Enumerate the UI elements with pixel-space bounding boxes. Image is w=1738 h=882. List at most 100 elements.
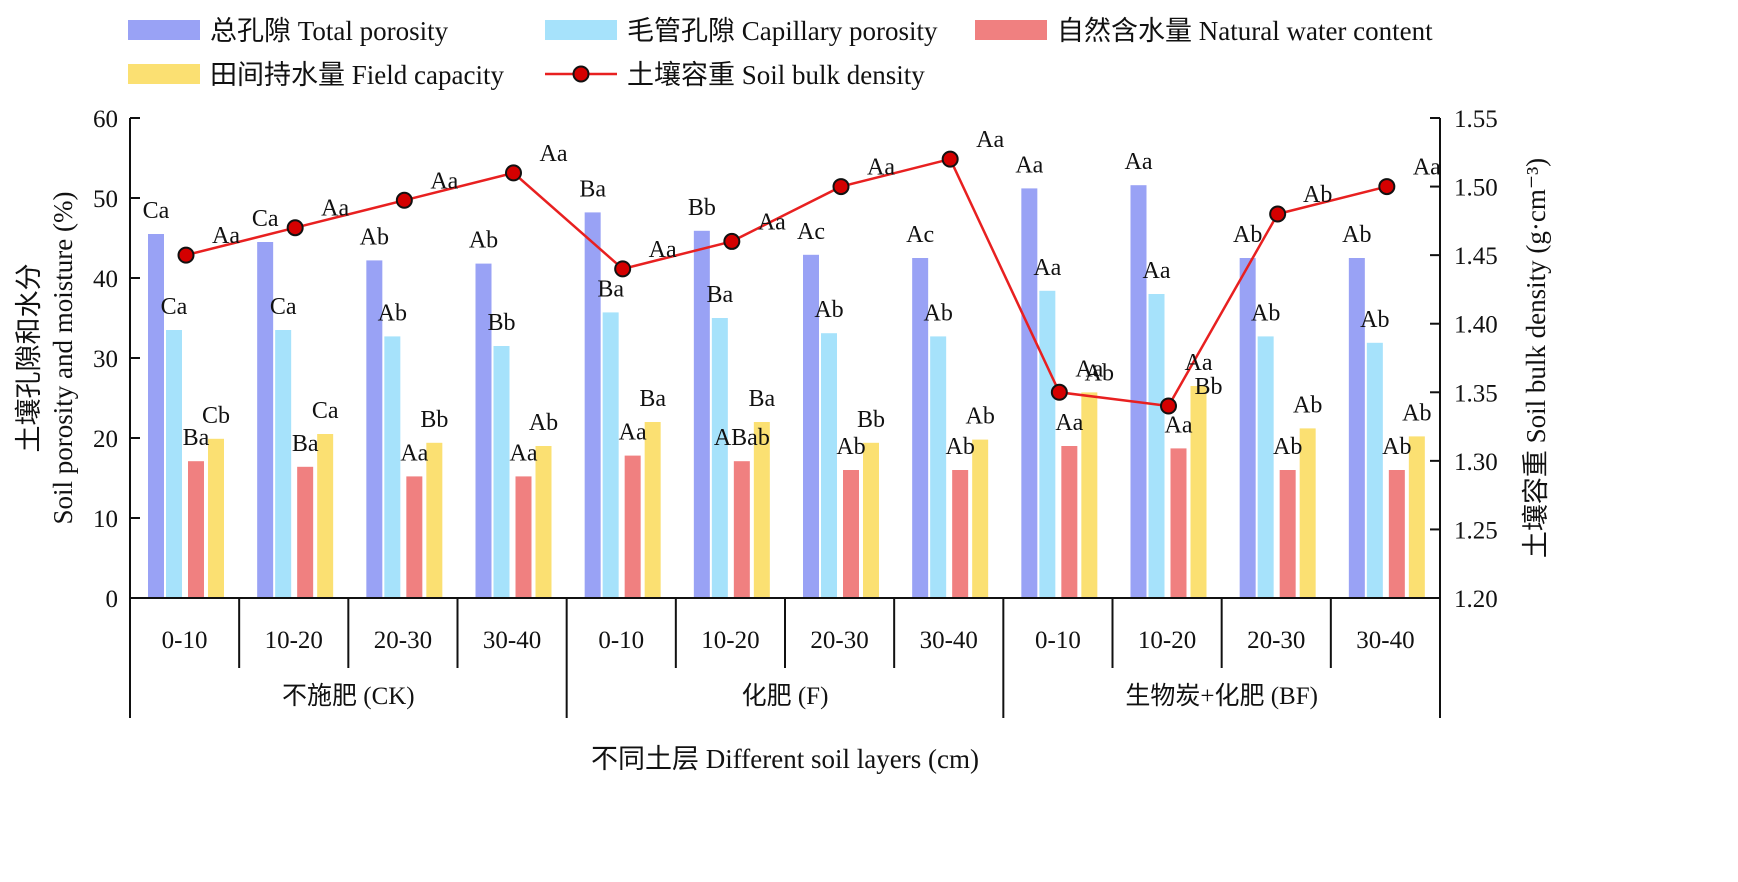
left-y-axis-title-en: Soil porosity and moisture (%) bbox=[48, 192, 78, 525]
sig-label-series0-cat1: Ca bbox=[252, 206, 279, 232]
bulk-density-label-6: Aa bbox=[867, 155, 895, 181]
bulk-density-label-11: Aa bbox=[1413, 155, 1441, 181]
category-label-6: 20-30 bbox=[810, 627, 868, 654]
right-tick-label-6: 1.50 bbox=[1454, 175, 1498, 202]
sig-label-series0-cat6: Ac bbox=[797, 219, 825, 245]
bar-series0-cat7 bbox=[912, 258, 929, 598]
bulk-density-point-4 bbox=[614, 260, 632, 278]
bar-series1-cat11 bbox=[1366, 342, 1383, 598]
sig-label-series0-cat8: Aa bbox=[1015, 152, 1043, 178]
legend-swatch-2 bbox=[975, 20, 1047, 40]
bulk-density-label-8: Ab bbox=[1085, 360, 1114, 386]
sig-label-series0-cat0: Ca bbox=[143, 198, 170, 224]
bars-layer bbox=[148, 185, 1425, 599]
left-tick-label-4: 40 bbox=[93, 266, 118, 293]
legend-label-2: 自然含水量 Natural water content bbox=[1057, 16, 1433, 46]
sig-label-series2-cat7: Ab bbox=[945, 434, 974, 460]
bar-series0-cat5 bbox=[693, 230, 710, 599]
right-tick-label-7: 1.55 bbox=[1454, 106, 1498, 133]
legend-swatch-1 bbox=[545, 20, 617, 40]
right-tick-label-4: 1.40 bbox=[1454, 312, 1498, 339]
sig-label-series0-cat7: Ac bbox=[906, 222, 934, 248]
bar-series3-cat9 bbox=[1190, 386, 1207, 598]
bar-series2-cat10 bbox=[1279, 470, 1296, 598]
sig-label-series0-cat9: Aa bbox=[1125, 149, 1153, 175]
axes-layer: 0 10 20 30 40 50 60 1.20 1.25 1.30 1.35 1.40 1.45 1.5… bbox=[93, 106, 1498, 718]
bulk-density-line bbox=[185, 157, 1388, 408]
bar-series3-cat1 bbox=[317, 434, 334, 598]
category-label-7: 30-40 bbox=[920, 627, 978, 654]
bar-series2-cat0 bbox=[188, 461, 204, 598]
sig-label-series0-cat3: Ab bbox=[469, 228, 498, 254]
bulk-density-line-layer bbox=[177, 150, 1396, 415]
bar-series0-cat1 bbox=[257, 242, 274, 598]
right-tick-label-3: 1.35 bbox=[1454, 380, 1498, 407]
sig-label-series3-cat5: Ba bbox=[748, 386, 775, 412]
category-label-1: 10-20 bbox=[265, 627, 323, 654]
bulk-density-point-11 bbox=[1378, 178, 1396, 196]
bar-series0-cat3 bbox=[475, 263, 492, 598]
bulk-density-point-0 bbox=[177, 246, 195, 264]
sig-label-series3-cat3: Ab bbox=[529, 410, 558, 436]
sig-label-series2-cat11: Ab bbox=[1382, 434, 1411, 460]
bar-series0-cat9 bbox=[1130, 185, 1147, 598]
sig-label-series2-cat5: ABab bbox=[714, 425, 770, 451]
category-label-8: 0-10 bbox=[1035, 627, 1081, 654]
x-axis-title: 不同土层 Different soil layers (cm) bbox=[591, 744, 979, 774]
bar-series3-cat3 bbox=[535, 446, 552, 598]
bulk-density-label-1: Aa bbox=[321, 196, 349, 222]
bulk-density-point-10 bbox=[1269, 205, 1287, 223]
bar-series1-cat8 bbox=[1039, 290, 1056, 598]
sig-label-series3-cat1: Ca bbox=[312, 398, 339, 424]
sig-label-series3-cat11: Ab bbox=[1402, 400, 1431, 426]
category-label-9: 10-20 bbox=[1138, 627, 1196, 654]
left-tick-label-1: 10 bbox=[93, 506, 118, 533]
legend-label-line: 土壤容重 Soil bulk density bbox=[627, 60, 925, 90]
bulk-density-point-8 bbox=[1050, 383, 1068, 401]
sig-label-series1-cat11: Ab bbox=[1360, 307, 1389, 333]
bar-series3-cat8 bbox=[1081, 392, 1098, 598]
group-label-2: 生物炭+化肥 (BF) bbox=[1125, 682, 1318, 710]
bar-series0-cat4 bbox=[584, 212, 601, 598]
bar-series3-cat4 bbox=[644, 422, 661, 598]
sig-label-series1-cat0: Ca bbox=[161, 294, 188, 320]
bar-series0-cat6 bbox=[803, 254, 819, 599]
sig-label-series0-cat5: Bb bbox=[688, 195, 716, 221]
sig-label-series2-cat6: Ab bbox=[836, 434, 865, 460]
sig-label-series1-cat8: Aa bbox=[1033, 255, 1061, 281]
bar-series2-cat6 bbox=[843, 470, 859, 598]
sig-label-series1-cat9: Aa bbox=[1143, 258, 1171, 284]
bar-series1-cat3 bbox=[493, 346, 510, 598]
bar-series2-cat2 bbox=[406, 476, 423, 598]
right-tick-label-2: 1.30 bbox=[1454, 449, 1498, 476]
bar-series2-cat3 bbox=[515, 476, 532, 598]
right-tick-label-5: 1.45 bbox=[1454, 243, 1498, 270]
right-tick-label-0: 1.20 bbox=[1454, 586, 1498, 613]
sig-label-series2-cat0: Ba bbox=[183, 425, 210, 451]
category-label-0: 0-10 bbox=[162, 627, 208, 654]
bar-series2-cat1 bbox=[297, 466, 314, 598]
bulk-density-label-10: Ab bbox=[1303, 182, 1332, 208]
sig-label-series2-cat10: Ab bbox=[1273, 434, 1302, 460]
bar-series2-cat9 bbox=[1170, 448, 1187, 598]
legend-swatch-3 bbox=[128, 64, 200, 84]
bar-series2-cat11 bbox=[1388, 470, 1405, 598]
left-y-axis-title-cn: 土壤孔隙和水分 bbox=[14, 264, 44, 453]
category-label-3: 30-40 bbox=[483, 627, 541, 654]
bulk-density-label-5: Aa bbox=[758, 209, 786, 235]
left-tick-label-0: 0 bbox=[106, 586, 119, 613]
bar-series0-cat10 bbox=[1239, 258, 1256, 598]
bar-series1-cat4 bbox=[602, 312, 619, 598]
bulk-density-label-4: Aa bbox=[649, 237, 677, 263]
bar-series3-cat11 bbox=[1408, 436, 1425, 598]
sig-label-series1-cat5: Ba bbox=[706, 282, 733, 308]
bulk-density-point-2 bbox=[395, 191, 413, 209]
bar-series3-cat6 bbox=[863, 442, 879, 598]
bar-series1-cat5 bbox=[711, 318, 728, 598]
sig-label-series2-cat9: Aa bbox=[1165, 412, 1193, 438]
bar-series3-cat2 bbox=[426, 442, 443, 598]
sig-label-series2-cat3: Aa bbox=[510, 440, 538, 466]
sig-label-series3-cat2: Bb bbox=[420, 407, 448, 433]
category-label-4: 0-10 bbox=[598, 627, 644, 654]
bar-series1-cat6 bbox=[821, 333, 837, 598]
